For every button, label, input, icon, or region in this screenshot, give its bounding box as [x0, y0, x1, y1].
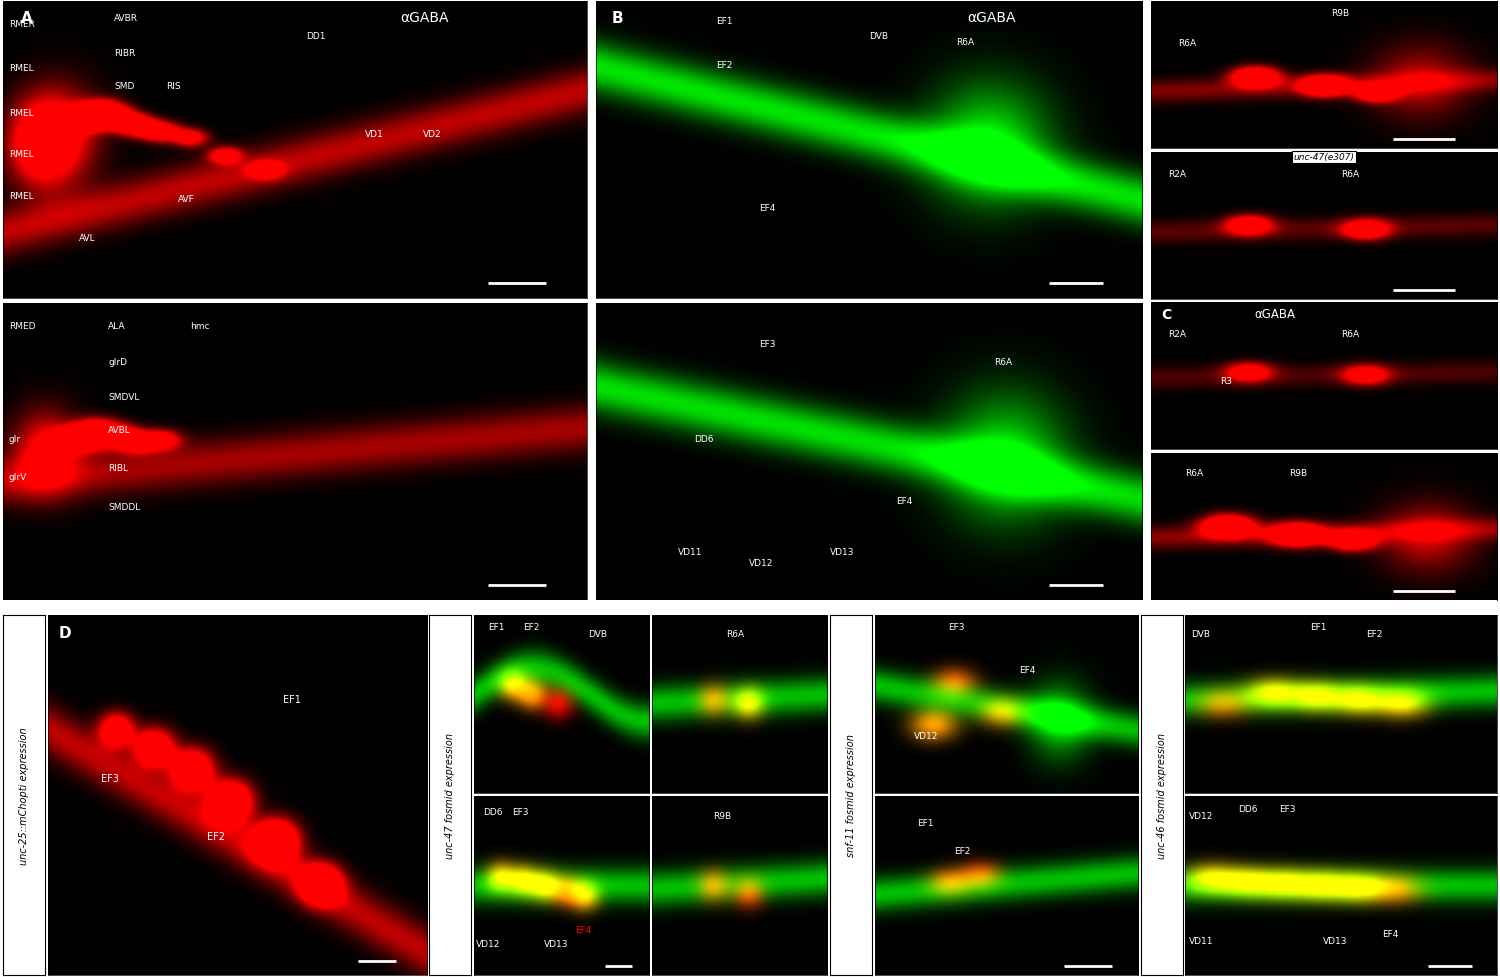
Text: EF4: EF4: [1020, 665, 1036, 674]
Text: A: A: [21, 11, 33, 25]
Text: R6A: R6A: [956, 37, 974, 47]
Text: RMEL: RMEL: [9, 64, 33, 73]
Text: RMEL: RMEL: [9, 150, 33, 159]
Text: R9B: R9B: [714, 811, 732, 820]
Text: EF3: EF3: [759, 339, 776, 349]
Text: RMED: RMED: [9, 321, 36, 330]
Text: SMD: SMD: [114, 82, 135, 91]
Text: SMDDL: SMDDL: [108, 502, 141, 512]
Text: VD13: VD13: [831, 547, 855, 556]
Text: unc-25::mChopti expression: unc-25::mChopti expression: [20, 726, 28, 864]
Text: glrV: glrV: [9, 473, 27, 482]
Text: unc-47(e307): unc-47(e307): [1293, 153, 1354, 162]
Text: VD13: VD13: [544, 939, 568, 949]
Text: EF4: EF4: [896, 496, 912, 506]
Text: R2A: R2A: [1168, 170, 1186, 179]
Text: R6A: R6A: [1341, 329, 1359, 338]
Text: EF1: EF1: [488, 622, 504, 631]
Text: EF2: EF2: [524, 622, 540, 631]
Text: snf-11 fosmid expression: snf-11 fosmid expression: [846, 734, 856, 857]
Text: R9B: R9B: [1288, 468, 1306, 477]
Text: R2A: R2A: [1168, 329, 1186, 338]
Text: RMEL: RMEL: [9, 108, 33, 117]
Text: C: C: [1161, 308, 1172, 321]
Text: DD6: DD6: [1239, 804, 1258, 813]
Text: EF2: EF2: [1366, 629, 1383, 638]
Text: glr: glr: [9, 435, 21, 444]
Text: AVL: AVL: [80, 234, 96, 242]
Text: glrD: glrD: [108, 358, 128, 366]
Text: RMER: RMER: [9, 20, 34, 28]
Text: αGABA: αGABA: [968, 11, 1016, 24]
Text: VD2: VD2: [423, 130, 442, 139]
Text: AVBR: AVBR: [114, 14, 138, 22]
Text: EF4: EF4: [759, 203, 776, 213]
Text: EF4: EF4: [1382, 929, 1398, 938]
Text: EF2: EF2: [207, 831, 225, 841]
Text: unc-47 fosmid expression: unc-47 fosmid expression: [446, 732, 456, 858]
Text: EF2: EF2: [954, 847, 970, 856]
Text: ALA: ALA: [108, 321, 126, 330]
Text: EF4: EF4: [576, 925, 592, 934]
Text: EF3: EF3: [1280, 804, 1296, 813]
Text: R6A: R6A: [726, 629, 744, 638]
Text: EF1: EF1: [1310, 622, 1326, 631]
Text: αGABA: αGABA: [400, 11, 448, 24]
Text: VD1: VD1: [364, 130, 384, 139]
Text: EF1: EF1: [716, 17, 732, 25]
Text: EF2: EF2: [716, 62, 732, 70]
Text: RMEL: RMEL: [9, 191, 33, 200]
Text: AVF: AVF: [178, 194, 195, 204]
Text: RIBR: RIBR: [114, 50, 135, 59]
Text: EF1: EF1: [916, 818, 933, 827]
Text: DD6: DD6: [694, 435, 714, 444]
Text: SMDVL: SMDVL: [108, 393, 140, 402]
Text: R6A: R6A: [994, 358, 1012, 366]
Text: EF3: EF3: [948, 622, 964, 631]
Text: DD6: DD6: [483, 807, 502, 817]
Text: VD11: VD11: [678, 547, 702, 556]
Text: B: B: [612, 11, 624, 25]
Text: R6A: R6A: [1185, 468, 1203, 477]
Text: DVB: DVB: [868, 31, 888, 41]
Text: R3: R3: [1220, 376, 1232, 386]
Text: R9B: R9B: [1330, 10, 1348, 19]
Text: R6A: R6A: [1178, 39, 1197, 48]
Text: RIS: RIS: [166, 82, 182, 91]
Text: unc-46 fosmid expression: unc-46 fosmid expression: [1156, 732, 1167, 858]
Text: DVB: DVB: [588, 629, 608, 638]
Text: αGABA: αGABA: [1254, 308, 1296, 320]
Text: AVBL: AVBL: [108, 425, 130, 435]
Text: VD12: VD12: [914, 731, 939, 740]
Text: DD1: DD1: [306, 31, 326, 41]
Text: DVB: DVB: [1191, 629, 1210, 638]
Text: hmc: hmc: [190, 321, 210, 330]
Text: VD13: VD13: [1323, 936, 1347, 945]
Text: VD12: VD12: [1188, 811, 1214, 820]
Text: R6A: R6A: [1341, 170, 1359, 179]
Text: EF3: EF3: [513, 807, 529, 817]
Text: VD12: VD12: [476, 939, 500, 949]
Text: RIBL: RIBL: [108, 464, 128, 473]
Text: D: D: [58, 626, 72, 641]
Text: EF1: EF1: [282, 695, 300, 704]
Text: VD11: VD11: [1188, 936, 1214, 945]
Text: EF3: EF3: [100, 774, 118, 784]
Text: VD12: VD12: [748, 559, 772, 568]
